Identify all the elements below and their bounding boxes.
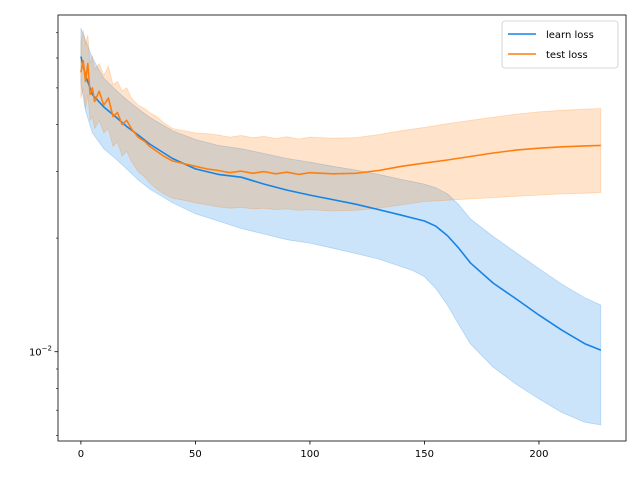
legend-box bbox=[501, 20, 619, 69]
x-tick-label: 50 bbox=[189, 449, 202, 460]
x-axis-ticks: 0 50 100 150 200 bbox=[78, 441, 549, 460]
test-loss-line bbox=[80, 59, 601, 176]
learn-loss-band bbox=[80, 27, 602, 426]
confidence-bands bbox=[80, 27, 602, 426]
x-tick-label: 200 bbox=[529, 449, 548, 460]
test-loss-band bbox=[80, 30, 602, 212]
x-tick-label: 0 bbox=[78, 449, 84, 460]
plot-area bbox=[58, 15, 626, 441]
learn-loss-line bbox=[80, 56, 602, 351]
x-tick-label: 100 bbox=[300, 449, 319, 460]
legend: learn loss test loss bbox=[501, 20, 619, 69]
legend-label-test-loss: test loss bbox=[546, 50, 588, 61]
y-tick-label: 10−2 bbox=[29, 345, 52, 359]
plot-frame bbox=[57, 14, 627, 442]
x-tick-label: 150 bbox=[415, 449, 434, 460]
series-lines bbox=[80, 56, 602, 351]
legend-label-learn-loss: learn loss bbox=[546, 30, 594, 41]
